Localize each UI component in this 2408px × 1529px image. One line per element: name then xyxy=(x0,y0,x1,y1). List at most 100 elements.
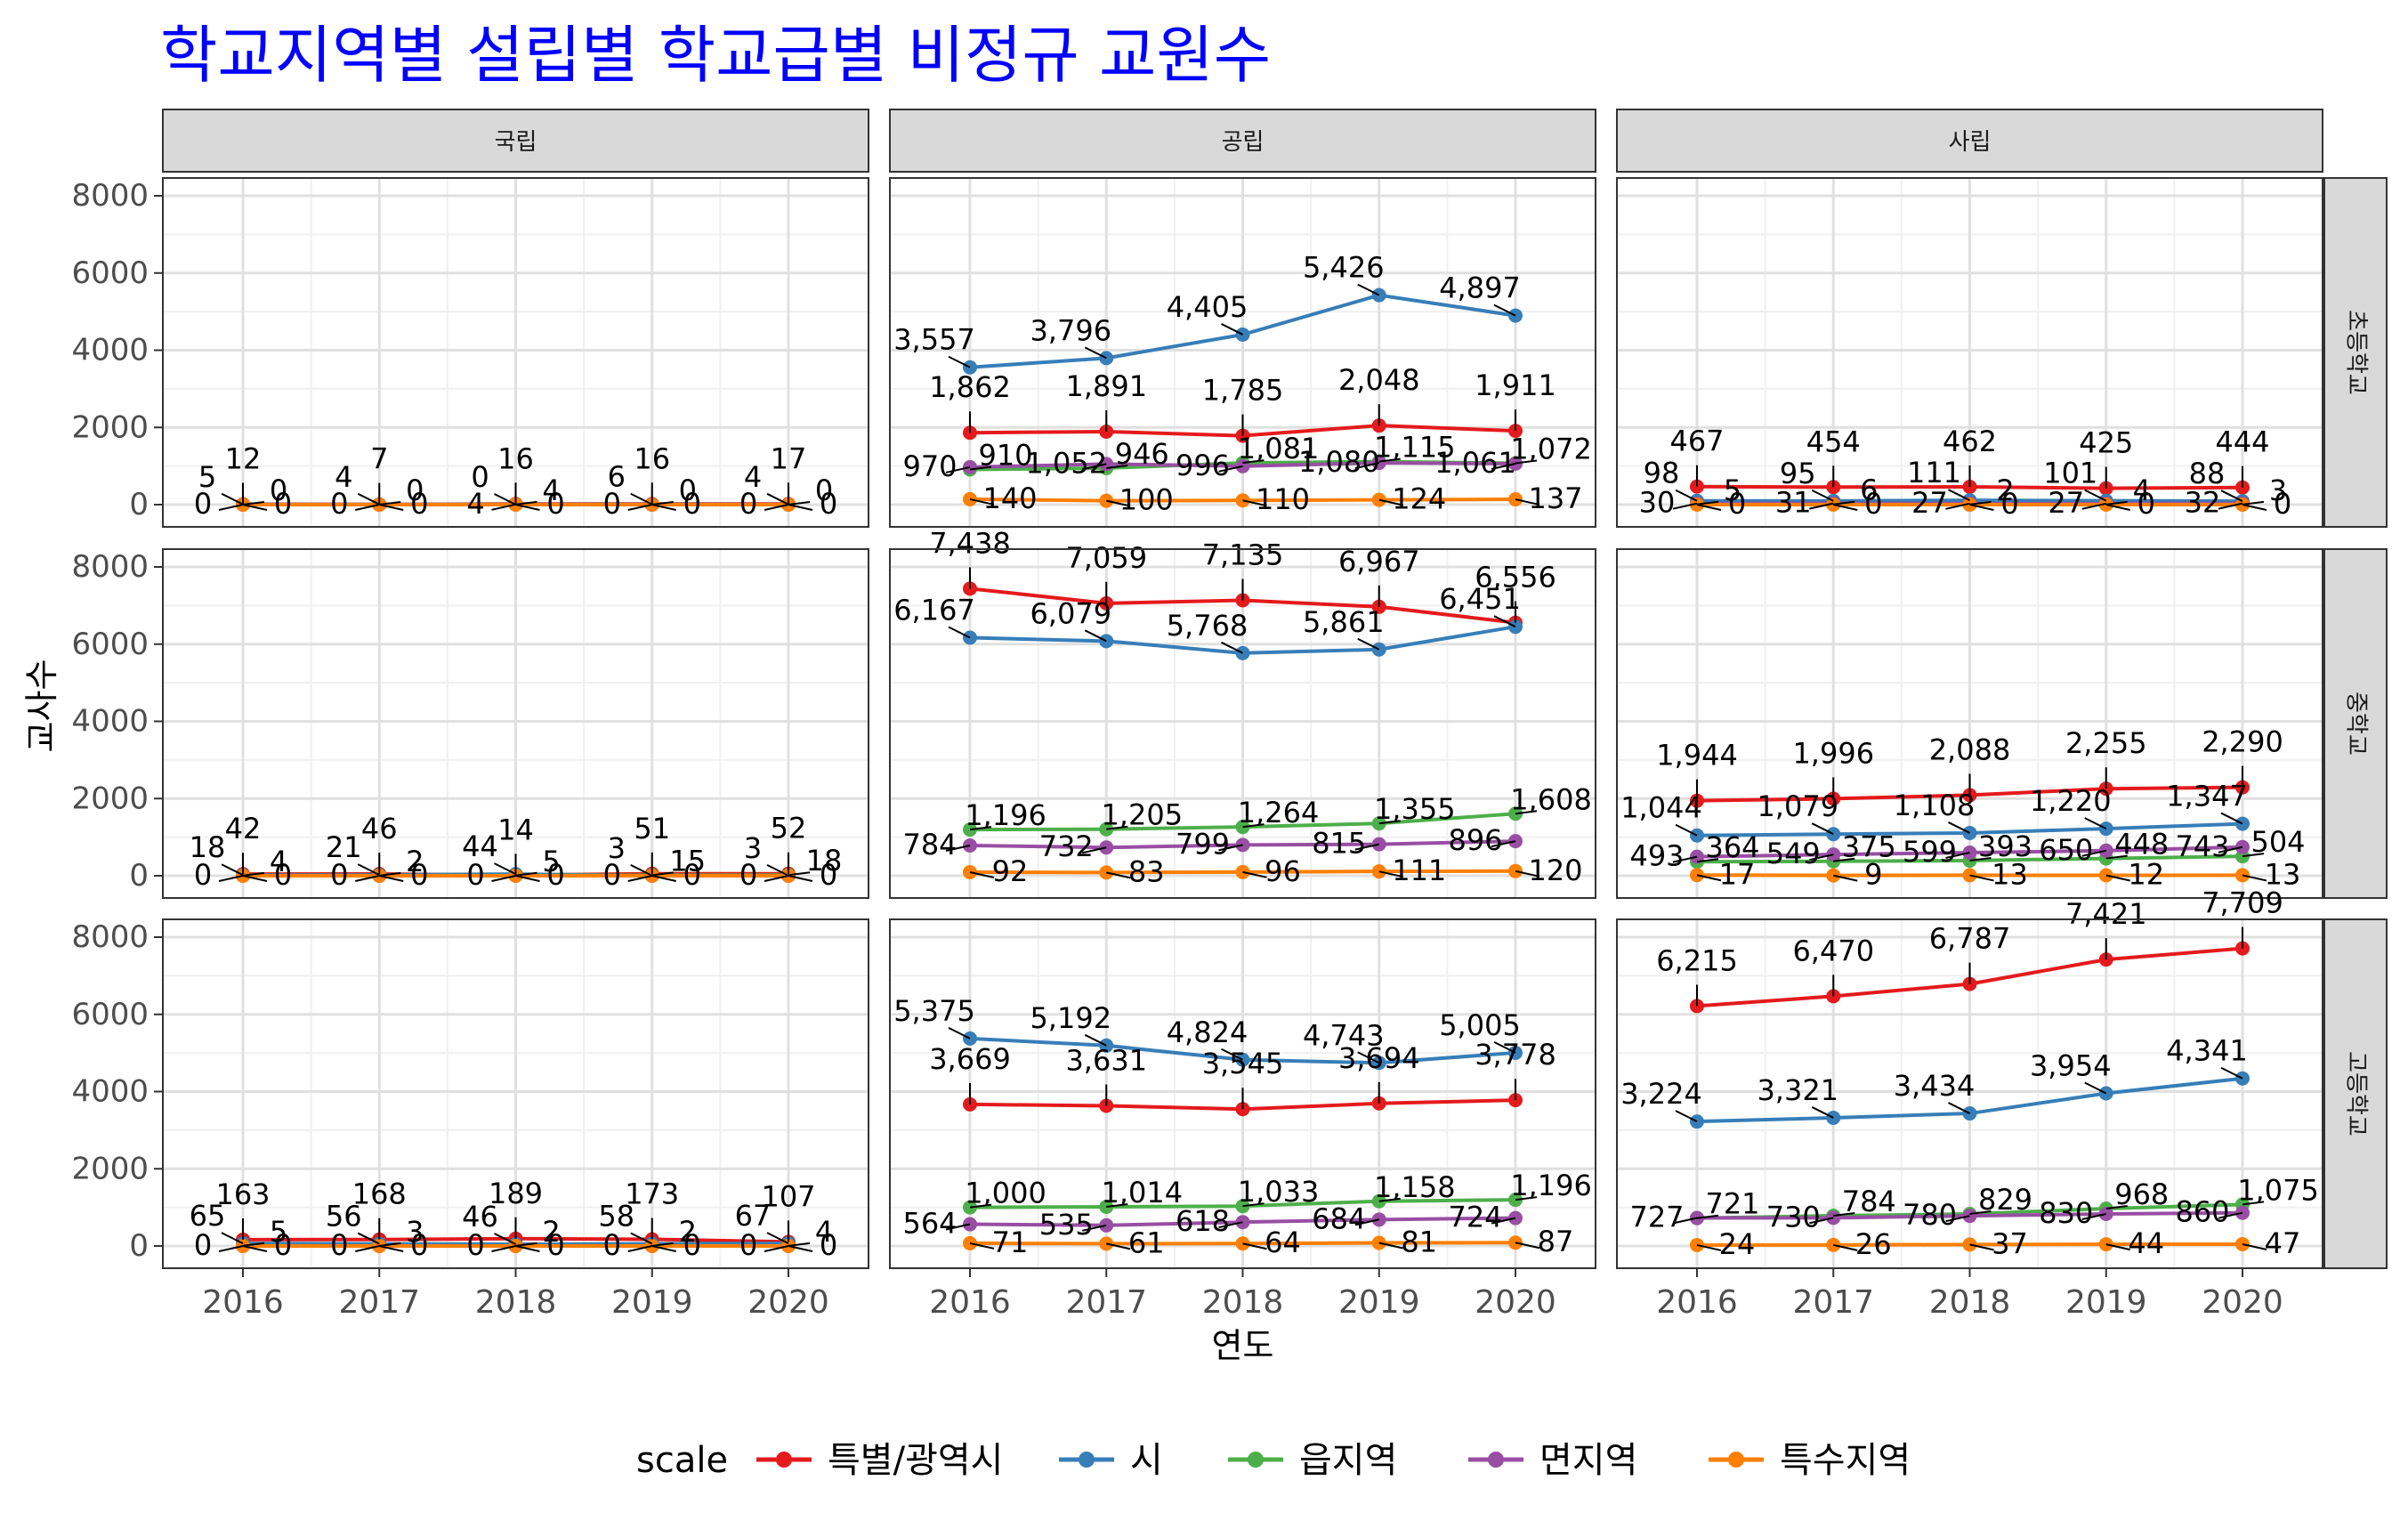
data-label: 467 xyxy=(1669,425,1724,458)
panel-border xyxy=(162,177,869,528)
data-label: 1,205 xyxy=(1101,798,1183,832)
label-leader xyxy=(515,871,537,877)
label-leader xyxy=(1969,856,1992,862)
data-label: 0 xyxy=(1864,487,1882,521)
label-leader xyxy=(945,1223,971,1231)
data-label: 1,196 xyxy=(965,798,1046,832)
data-label: 30 xyxy=(1639,486,1676,520)
data-label: 7 xyxy=(370,442,388,476)
data-label: 5 xyxy=(542,845,560,878)
data-label: 5,861 xyxy=(1303,605,1385,639)
data-label: 15 xyxy=(669,844,706,878)
y-tick-label: 0 xyxy=(129,858,149,894)
data-label: 6 xyxy=(608,460,626,494)
data-label: 830 xyxy=(2039,1196,2093,1230)
data-label: 3,778 xyxy=(1475,1038,1556,1072)
data-label: 1,072 xyxy=(1510,433,1592,466)
label-leader xyxy=(221,1232,244,1245)
data-label: 0 xyxy=(820,1228,837,1262)
label-leader xyxy=(1672,1217,1698,1225)
data-label: 0 xyxy=(683,487,701,521)
label-leader xyxy=(1696,1214,1719,1219)
data-label: 721 xyxy=(1705,1187,1759,1221)
y-tick-label: 2000 xyxy=(71,781,149,816)
data-label: 946 xyxy=(1115,437,1169,471)
data-label: 1,052 xyxy=(1025,446,1107,480)
data-label: 13 xyxy=(2265,857,2301,891)
label-leader xyxy=(651,1245,676,1252)
data-label: 0 xyxy=(466,1228,484,1262)
data-label: 1,115 xyxy=(1374,431,1456,465)
label-leader xyxy=(1242,1202,1265,1208)
data-label: 4 xyxy=(270,845,287,878)
data-label: 0 xyxy=(330,858,348,892)
data-label: 4 xyxy=(744,460,762,494)
data-label: 1,158 xyxy=(1374,1170,1456,1204)
label-leader xyxy=(1493,1041,1516,1054)
y-tick-label: 0 xyxy=(129,487,149,522)
label-leader xyxy=(218,875,244,882)
data-label: 67 xyxy=(735,1199,772,1233)
data-label: 910 xyxy=(978,439,1032,473)
label-leader xyxy=(1378,1242,1403,1250)
label-leader xyxy=(764,875,789,882)
data-label: 0 xyxy=(2274,487,2291,521)
label-leader xyxy=(2084,817,2107,829)
label-leader xyxy=(1675,823,1698,837)
data-label: 27 xyxy=(1911,486,1948,520)
data-label: 1,944 xyxy=(1656,739,1738,773)
x-tick-label: 2017 xyxy=(338,1284,420,1321)
row-strip-2 xyxy=(2323,918,2388,1269)
data-label: 5,375 xyxy=(893,994,975,1028)
data-label: 61 xyxy=(1128,1226,1165,1259)
data-label: 6,079 xyxy=(1030,596,1111,630)
data-label: 3,321 xyxy=(1757,1073,1838,1107)
data-label: 18 xyxy=(190,830,226,864)
data-label: 860 xyxy=(2175,1195,2229,1229)
data-label: 1,108 xyxy=(1894,789,1976,822)
panel-border xyxy=(889,548,1596,899)
data-label: 0 xyxy=(683,1228,701,1262)
label-leader xyxy=(1242,870,1267,878)
facet-strip-1 xyxy=(889,109,1596,173)
data-label: 0 xyxy=(330,1228,348,1262)
label-leader xyxy=(1378,457,1401,463)
data-label: 1,785 xyxy=(1202,374,1284,408)
label-leader xyxy=(969,826,992,831)
label-leader xyxy=(2084,489,2107,502)
facet-strip-label: 사립 xyxy=(1949,129,1992,156)
label-leader xyxy=(1811,489,1834,502)
data-label: 44 xyxy=(462,829,498,863)
data-label: 2,290 xyxy=(2202,725,2283,759)
label-leader xyxy=(242,875,268,882)
data-label: 896 xyxy=(1448,823,1502,857)
label-leader xyxy=(948,355,971,368)
x-tick-label: 2018 xyxy=(475,1284,557,1321)
x-tick-label: 2020 xyxy=(1475,1284,1556,1321)
data-label: 98 xyxy=(1644,457,1680,490)
data-label: 111 xyxy=(1907,456,1961,489)
panel-border xyxy=(162,548,869,899)
data-label: 425 xyxy=(2079,426,2133,460)
data-label: 0 xyxy=(270,473,287,507)
data-label: 1,033 xyxy=(1238,1175,1320,1209)
label-leader xyxy=(627,875,652,882)
data-label: 0 xyxy=(274,487,292,521)
data-label: 5 xyxy=(198,460,216,494)
label-leader xyxy=(764,504,789,511)
data-label: 784 xyxy=(1842,1185,1896,1218)
label-leader xyxy=(1218,844,1243,852)
label-leader xyxy=(1675,1110,1698,1123)
data-label: 17 xyxy=(771,441,807,475)
data-label: 46 xyxy=(462,1200,498,1234)
data-label: 17 xyxy=(1719,857,1756,891)
data-label: 7,135 xyxy=(1202,538,1284,572)
label-leader xyxy=(2242,1201,2265,1206)
x-tick-label: 2016 xyxy=(202,1284,284,1321)
label-leader xyxy=(2218,1211,2243,1219)
data-label: 462 xyxy=(1943,425,1997,458)
data-label: 0 xyxy=(1728,487,1746,521)
label-leader xyxy=(651,871,674,877)
data-label: 1,196 xyxy=(1510,1169,1592,1202)
